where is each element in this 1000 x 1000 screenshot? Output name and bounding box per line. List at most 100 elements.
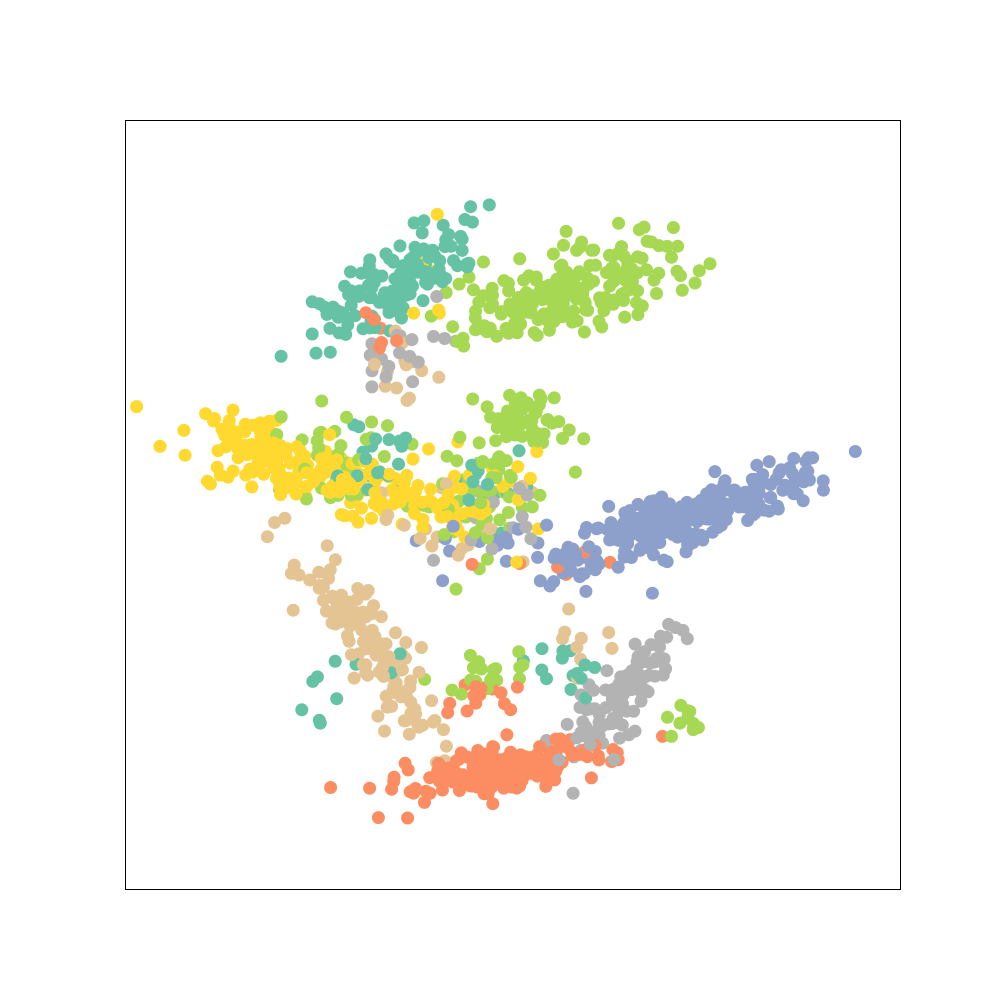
- scatter-point-teal: [367, 268, 381, 282]
- scatter-point-blue: [762, 455, 776, 469]
- scatter-point-tan: [389, 626, 402, 640]
- scatter-point-lime: [514, 391, 528, 405]
- scatter-point-orange: [324, 781, 338, 794]
- scatter-point-lime: [381, 419, 394, 433]
- scatter-point-gray: [379, 370, 393, 384]
- scatter-point-blue: [588, 545, 602, 558]
- scatter-point-yellow: [434, 510, 448, 524]
- scatter-point-teal: [339, 327, 353, 341]
- scatter-point-blue: [501, 536, 515, 550]
- plot-frame: [125, 120, 901, 890]
- scatter-point-teal: [574, 671, 588, 685]
- scatter-point-gray: [430, 290, 444, 303]
- scatter-point-teal: [305, 327, 319, 341]
- scatter-point-lime: [640, 234, 654, 248]
- scatter-point-yellow: [178, 448, 192, 462]
- scatter-point-lime: [595, 320, 609, 334]
- scatter-point-blue: [769, 472, 783, 486]
- scatter-point-lime: [681, 704, 695, 718]
- scatter-point-tan: [413, 531, 427, 545]
- scatter-point-lime: [503, 388, 517, 402]
- scatter-point-tan: [320, 539, 334, 553]
- scatter-point-blue: [740, 497, 753, 511]
- scatter-point-gray: [628, 637, 642, 651]
- scatter-point-tan: [368, 357, 381, 371]
- scatter-point-blue: [747, 472, 761, 486]
- scatter-point-yellow: [273, 479, 287, 493]
- scatter-point-lime: [365, 415, 379, 429]
- scatter-point-gray: [607, 753, 621, 766]
- scatter-point-teal: [306, 674, 320, 688]
- scatter-point-yellow: [307, 475, 320, 489]
- scatter-point-yellow: [299, 466, 313, 480]
- scatter-point-lime: [486, 288, 499, 302]
- scatter-point-teal: [447, 254, 460, 268]
- scatter-point-lime: [583, 259, 597, 272]
- scatter-point-teal: [436, 218, 450, 232]
- scatter-point-tan: [602, 626, 616, 639]
- scatter-point-lime: [501, 276, 515, 290]
- scatter-point-blue: [623, 504, 637, 518]
- scatter-point-blue: [611, 560, 625, 574]
- scatter-point-orange: [387, 770, 401, 784]
- scatter-point-lime: [340, 410, 353, 424]
- scatter-point-tan: [362, 628, 375, 642]
- scatter-point-lime: [454, 687, 468, 701]
- scatter-point-blue: [796, 494, 810, 508]
- scatter-point-orange: [524, 751, 537, 765]
- scatter-point-orange: [484, 777, 498, 791]
- scatter-point-tan: [558, 625, 572, 639]
- scatter-point-lime: [450, 454, 464, 468]
- scatter-point-lime: [612, 216, 626, 230]
- scatter-point-orange: [375, 336, 388, 349]
- scatter-point-orange: [473, 688, 487, 702]
- scatter-point-gray: [512, 481, 526, 495]
- scatter-point-yellow: [219, 440, 233, 454]
- scatter-point-teal: [382, 433, 396, 447]
- scatter-point-blue: [602, 499, 616, 513]
- scatter-point-gray: [648, 655, 661, 669]
- scatter-point-lime: [615, 287, 629, 301]
- scatter-point-yellow: [400, 468, 414, 482]
- scatter-point-lime: [437, 528, 451, 542]
- scatter-point-lime: [546, 247, 560, 261]
- scatter-point-gray: [625, 664, 639, 678]
- scatter-point-blue: [446, 519, 460, 533]
- scatter-point-blue: [741, 514, 755, 527]
- scatter-point-orange: [390, 334, 404, 348]
- scatter-point-lime: [476, 255, 490, 269]
- scatter-point-teal: [438, 240, 452, 254]
- scatter-point-tan: [400, 690, 414, 704]
- scatter-point-lime: [535, 293, 549, 307]
- scatter-point-yellow: [215, 422, 229, 436]
- scatter-point-lime: [532, 388, 546, 402]
- scatter-point-teal: [274, 349, 288, 363]
- scatter-point-lime: [446, 320, 460, 334]
- scatter-point-yellow: [203, 477, 217, 491]
- scatter-point-gray: [574, 726, 588, 739]
- scatter-point-orange: [497, 781, 511, 795]
- scatter-point-tan: [371, 709, 385, 723]
- scatter-point-teal: [482, 198, 496, 212]
- scatter-point-gray: [676, 623, 690, 637]
- scatter-point-tan: [292, 568, 306, 582]
- scatter-point-lime: [526, 424, 540, 438]
- scatter-point-lime: [647, 273, 661, 287]
- scatter-point-yellow: [314, 452, 328, 466]
- scatter-point-orange: [436, 783, 449, 797]
- scatter-point-teal: [512, 444, 526, 458]
- scatter-point-yellow: [289, 487, 303, 501]
- scatter-point-yellow: [425, 495, 439, 509]
- scatter-point-yellow: [394, 486, 408, 500]
- scatter-point-blue: [788, 472, 802, 486]
- scatter-point-tan: [342, 602, 356, 616]
- scatter-point-blue: [624, 551, 638, 564]
- scatter-point-tan: [382, 650, 396, 664]
- scatter-point-teal: [465, 458, 479, 472]
- scatter-point-lime: [557, 283, 571, 297]
- scatter-point-lime: [489, 662, 503, 676]
- scatter-point-lime: [555, 258, 569, 272]
- scatter-point-orange: [492, 761, 506, 774]
- scatter-point-orange: [359, 306, 373, 320]
- scatter-point-gray: [614, 670, 628, 684]
